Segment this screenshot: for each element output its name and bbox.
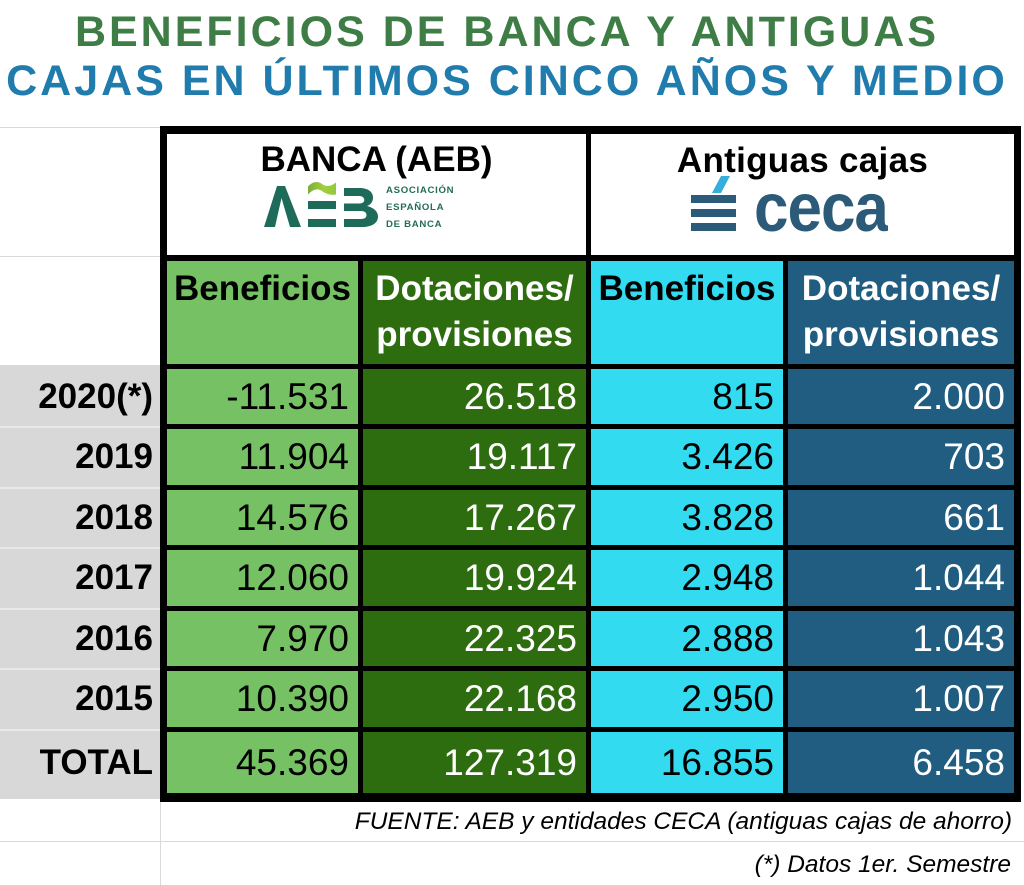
svg-text:ESPAÑOLA: ESPAÑOLA [386, 202, 444, 213]
svg-text:DE BANCA: DE BANCA [386, 219, 442, 230]
svg-text:ceca: ceca [754, 170, 888, 234]
svg-text:ASOCIACIÓN: ASOCIACIÓN [386, 184, 454, 196]
